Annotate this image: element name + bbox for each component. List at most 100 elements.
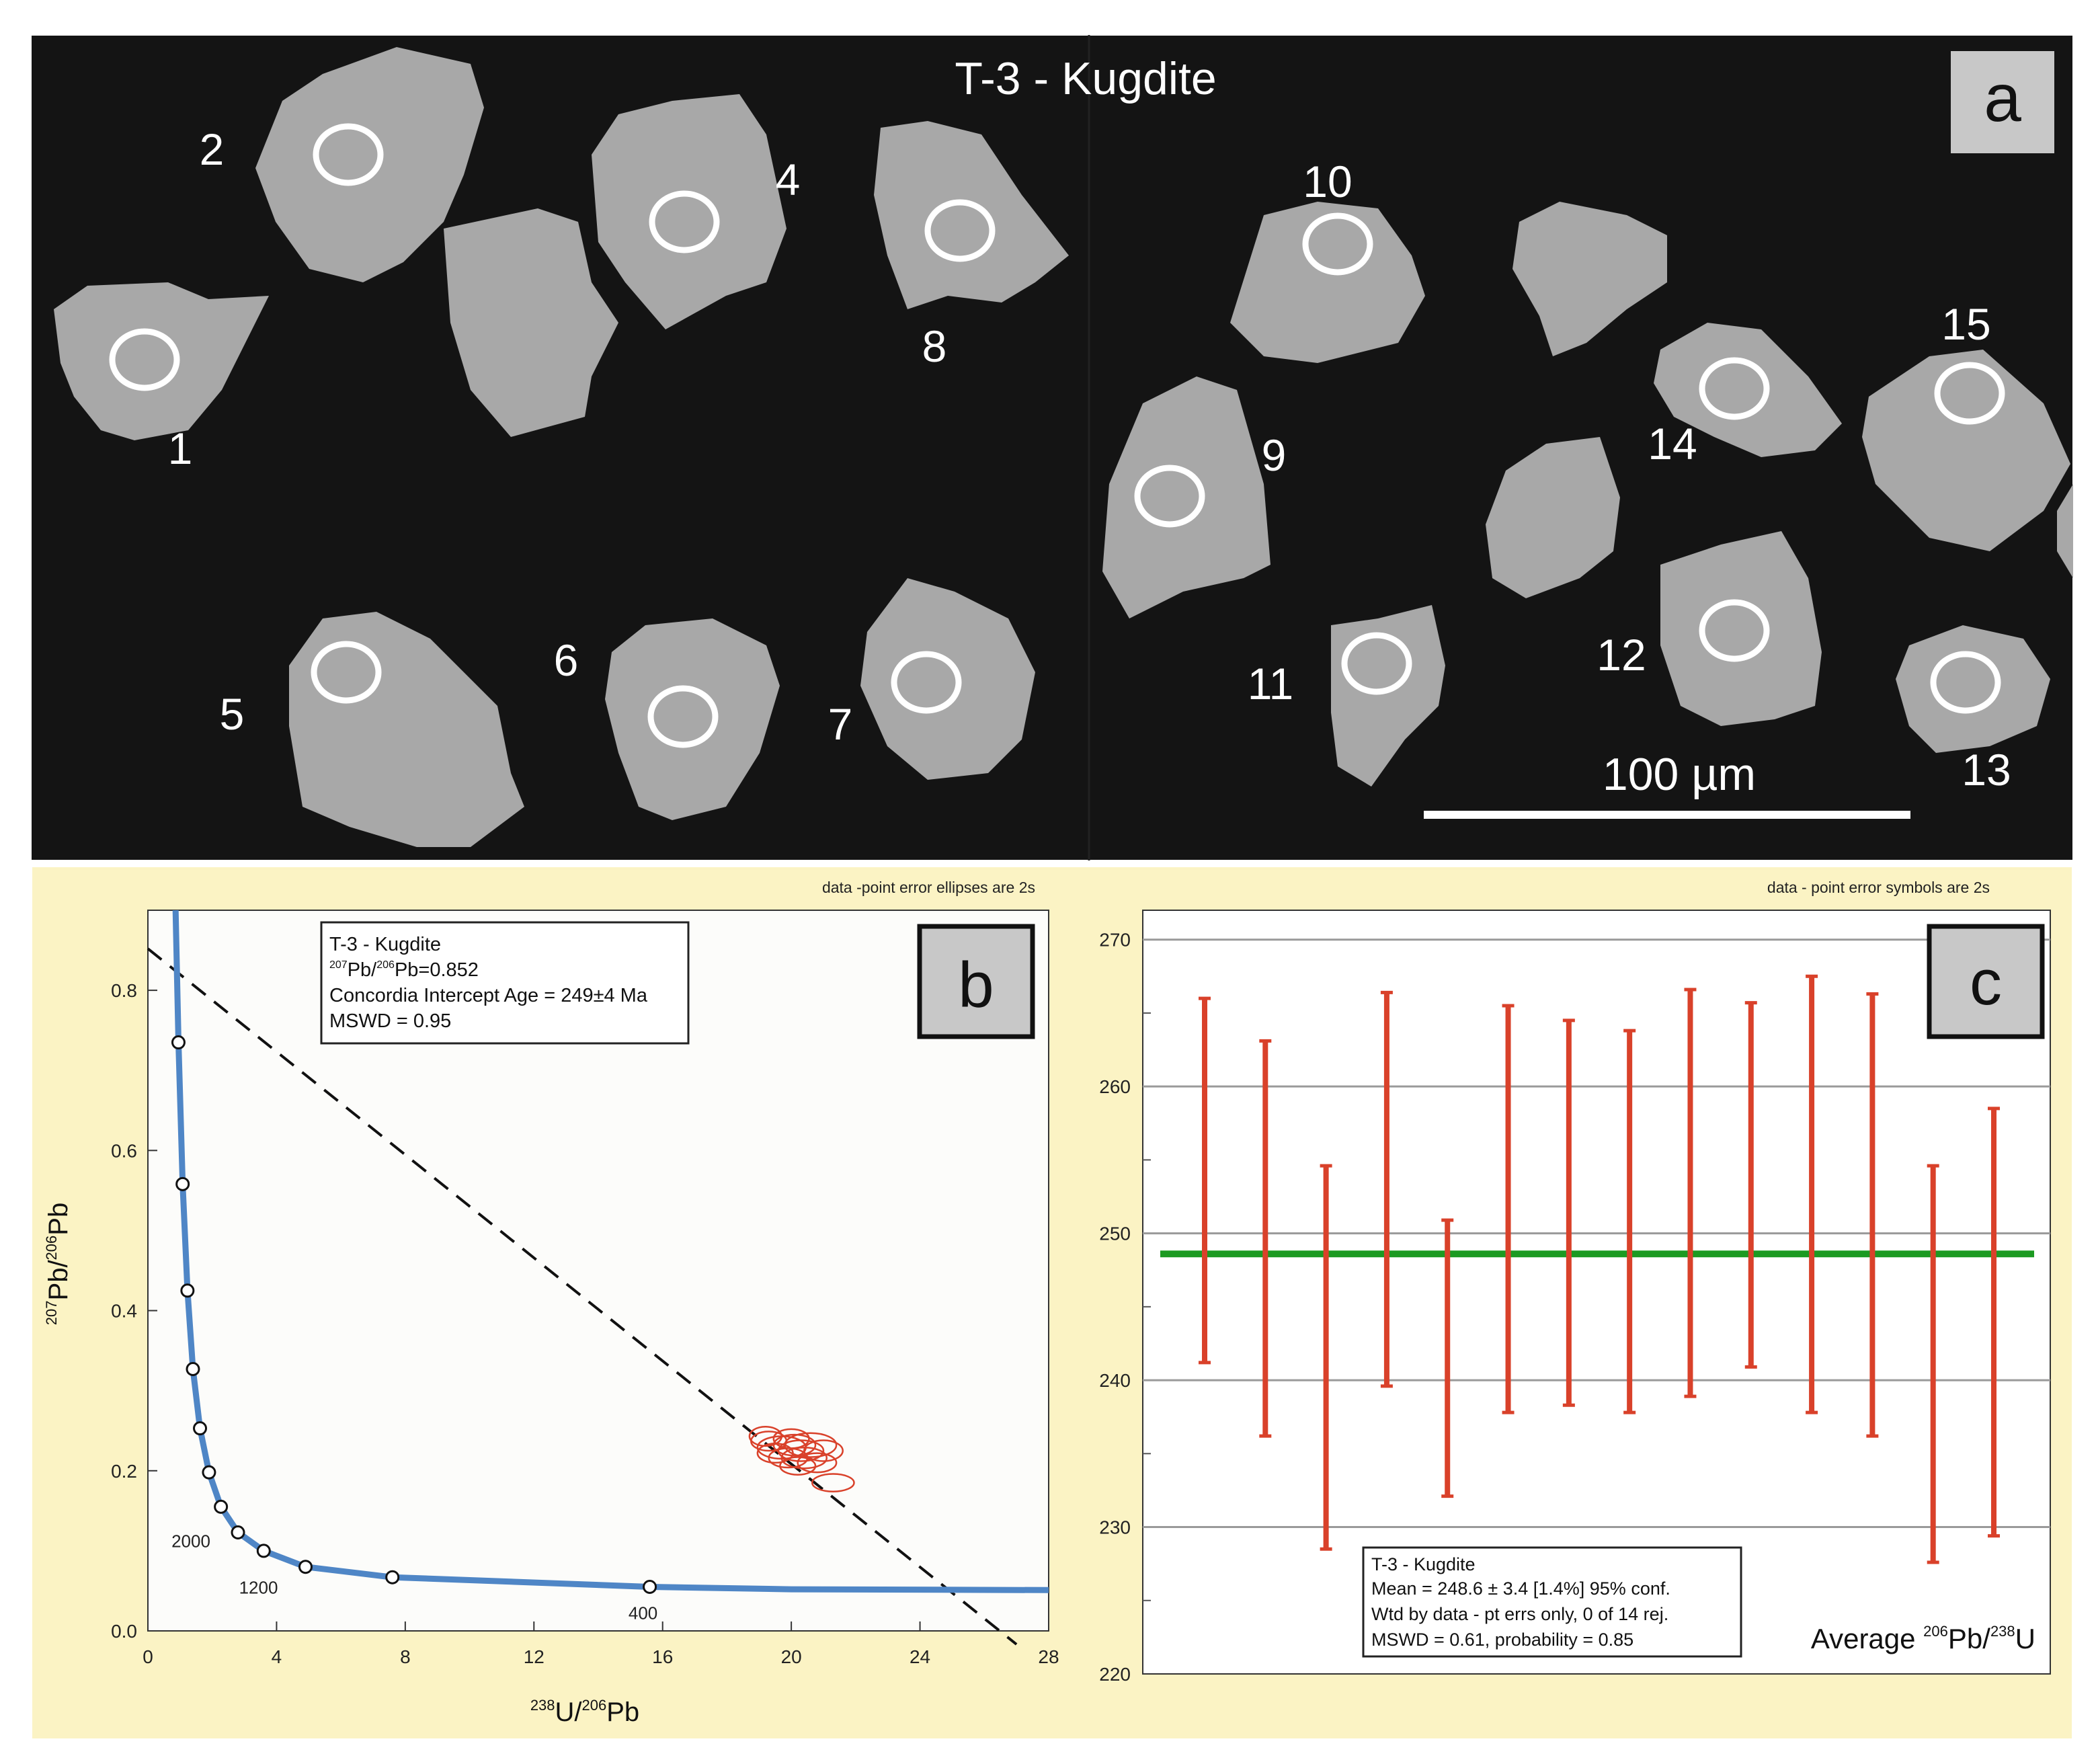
c-label-sup1: 206	[1923, 1623, 1948, 1640]
grain-9	[1102, 376, 1270, 618]
concordia-age-marker	[180, 1283, 195, 1298]
panel-c-legend-line4: MSWD = 0.61, probability = 0.85	[1371, 1630, 1633, 1650]
b-x-tick-label: 8	[400, 1646, 411, 1667]
photo-title: T-3 - Kugdite	[955, 53, 1216, 104]
error-bar	[1623, 1029, 1636, 1414]
data-ellipse	[779, 1456, 817, 1476]
panel-b-legend-line3: Concordia Intercept Age = 249±4 Ma	[329, 985, 648, 1006]
error-bar	[1259, 1039, 1272, 1438]
grain-8	[874, 121, 1069, 309]
grain-number-14: 14	[1648, 419, 1697, 469]
panel-b-x-ticks: 0 4 8 12 16 20 24 28	[143, 1621, 1059, 1667]
b-y-tick-label: 0.4	[111, 1301, 137, 1322]
grain-12	[1660, 531, 1822, 726]
b-x-tick-label: 20	[781, 1646, 802, 1667]
scale-bar	[1424, 811, 1910, 819]
spot-11	[1341, 632, 1412, 695]
grain-number-9: 9	[1262, 430, 1287, 480]
spot-9	[1134, 465, 1205, 528]
c-y-tick-label: 270	[1099, 930, 1131, 951]
discordia-line	[147, 947, 1018, 1646]
panel-b-y-ticks: 0.0 0.2 0.4 0.6 0.8	[111, 980, 157, 1642]
spot-10	[1302, 212, 1373, 276]
grain-number-5: 5	[220, 689, 245, 739]
panel-a-label-box	[1951, 51, 2054, 153]
concordia-age-marker	[385, 1570, 400, 1585]
panel-b-legend-line4: MSWD = 0.95	[329, 1010, 451, 1032]
c-label-sup2: 238	[1990, 1623, 2015, 1640]
spot-1	[109, 328, 180, 391]
panel-c-axis-label: Average 206Pb/238U	[1811, 1623, 2035, 1654]
error-bar	[1684, 988, 1697, 1398]
ylabel-base1: Pb/	[44, 1260, 73, 1301]
panel-b-note: data -point error ellipses are 2s	[822, 879, 1035, 896]
grain-10	[1230, 202, 1425, 363]
panel-c-note: data - point error symbols are 2s	[1767, 879, 1990, 896]
grains	[54, 47, 2073, 847]
spot-circles	[109, 123, 2005, 748]
grain-4	[592, 94, 786, 329]
ylabel-sup2: 206	[43, 1236, 60, 1260]
panel-b-label-box	[917, 924, 1035, 1039]
grain-number-13: 13	[1962, 745, 2011, 795]
b-y-tick-label: 0.2	[111, 1461, 137, 1482]
xlabel-base1: U/	[555, 1697, 583, 1727]
c-y-tick-label: 230	[1099, 1517, 1131, 1538]
grain-number-8: 8	[922, 321, 947, 371]
grain-11	[1331, 605, 1445, 787]
panel-a-label: a	[1984, 61, 2021, 136]
b-x-tick-label: 4	[272, 1646, 282, 1667]
data-ellipse	[811, 1473, 855, 1492]
grain-number-2: 2	[200, 124, 225, 174]
error-bar	[1866, 992, 1879, 1438]
data-ellipse	[797, 1452, 838, 1474]
grain-number-6: 6	[554, 635, 579, 685]
c-y-tick-label: 240	[1099, 1370, 1131, 1391]
legend-line2-b: Pb=0.852	[395, 959, 479, 981]
grain-number-1: 1	[168, 424, 193, 473]
panel-c-legend-line1: T-3 - Kugdite	[1371, 1554, 1476, 1574]
grain-1	[54, 282, 269, 440]
concordia-age-marker	[186, 1362, 200, 1377]
error-bars	[1199, 974, 2000, 1564]
scale-bar-label: 100 µm	[1603, 749, 1756, 800]
xlabel-sup2: 206	[582, 1697, 607, 1714]
spot-2	[313, 123, 384, 186]
grain-edge	[2057, 484, 2073, 578]
error-bar	[1744, 1001, 1757, 1369]
concordia-age-labels: 2000 1200 400	[171, 1531, 657, 1623]
error-bar	[1380, 990, 1393, 1388]
error-bar	[1320, 1164, 1332, 1551]
legend-line2-sup2: 206	[376, 959, 395, 971]
data-ellipse	[777, 1439, 825, 1462]
concordia-age-marker	[643, 1579, 657, 1594]
concordia-age-label: 2000	[171, 1531, 210, 1551]
data-ellipses	[748, 1426, 855, 1492]
error-bar	[1441, 1218, 1454, 1498]
concordia-age-marker	[214, 1499, 229, 1514]
panel-b-label: b	[958, 949, 994, 1021]
data-ellipse	[803, 1439, 844, 1462]
concordia-age-marker	[256, 1544, 271, 1558]
panel-c-legend-line3: Wtd by data - pt errs only, 0 of 14 rej.	[1371, 1604, 1668, 1624]
grain-unlabeled-b	[1486, 437, 1620, 598]
grain-15	[1862, 350, 2070, 551]
panel-c-label-box	[1927, 924, 2045, 1039]
grain-unlabeled-a	[1512, 202, 1667, 356]
spot-13	[1930, 651, 2001, 714]
b-x-tick-label: 24	[910, 1646, 930, 1667]
error-bar	[1562, 1018, 1575, 1407]
c-y-tick-label: 260	[1099, 1076, 1131, 1097]
error-bar	[1988, 1107, 2000, 1538]
error-bar	[1502, 1004, 1515, 1414]
b-x-tick-label: 0	[143, 1646, 153, 1667]
spot-6	[647, 685, 719, 748]
panel-c-legend-line2: Mean = 248.6 ± 3.4 [1.4%] 95% conf.	[1371, 1578, 1670, 1599]
b-x-tick-label: 16	[652, 1646, 673, 1667]
panel-a-photo: 1 2 4 5 6 7 8 9 10 11 12 13 14 15 T-3 - …	[30, 34, 2074, 861]
b-x-tick-label: 12	[524, 1646, 544, 1667]
concordia-age-marker	[298, 1560, 313, 1574]
concordia-age-marker	[231, 1525, 245, 1539]
concordia-age-marker	[202, 1465, 216, 1480]
